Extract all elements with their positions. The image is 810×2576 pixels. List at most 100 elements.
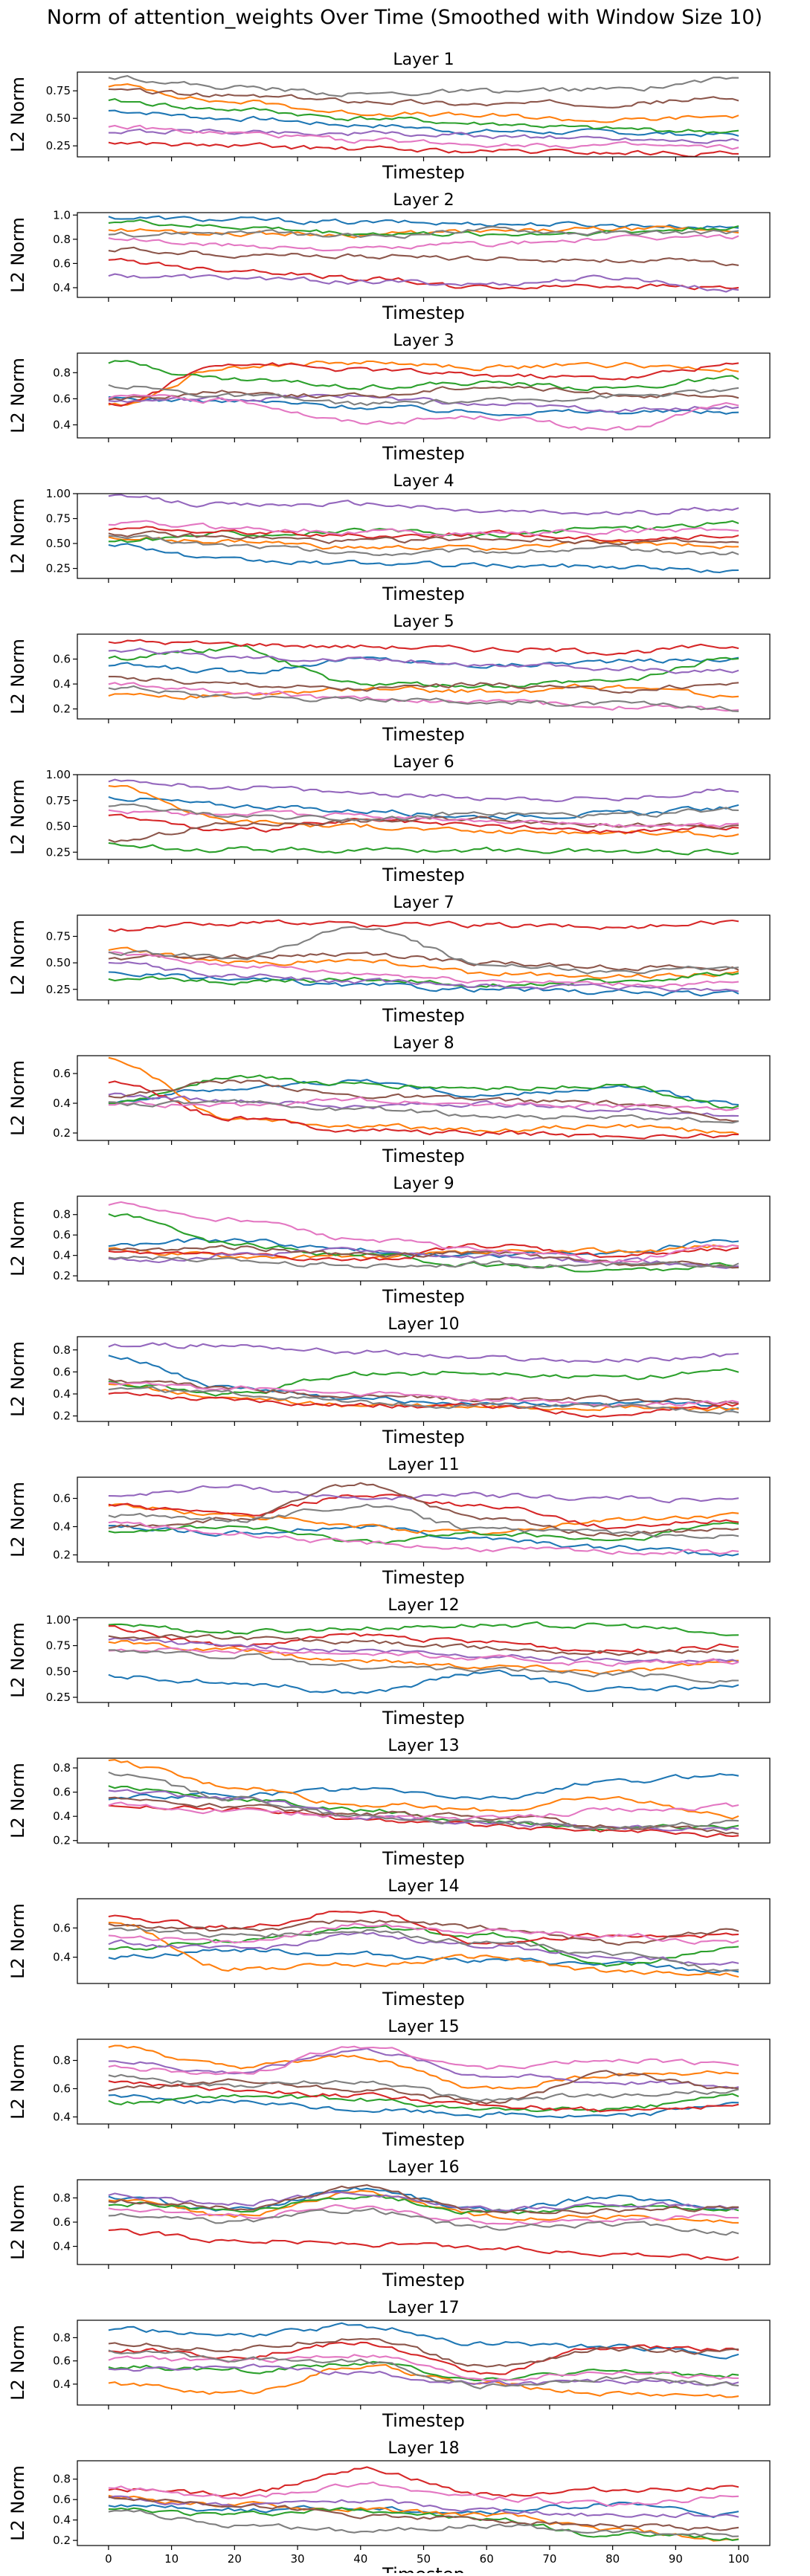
- y-tick-label: 0.4: [53, 1387, 71, 1401]
- series-line-5: [108, 273, 739, 293]
- y-axis-label: L2 Norm: [7, 358, 28, 433]
- x-axis-label: Timestep: [382, 724, 465, 745]
- y-tick-label: 0.6: [53, 2493, 71, 2506]
- y-tick-label: 0.8: [53, 233, 71, 246]
- series-line-4: [108, 2228, 739, 2261]
- subplot-layer-2: Layer 2 0.4 0.6 0.8 1.0 Timestep L2 Norm: [7, 191, 771, 323]
- series-line-1: [108, 1669, 739, 1695]
- series-line-8: [108, 225, 739, 239]
- x-tick-label: 0: [105, 2552, 112, 2566]
- subplot-layer-5: Layer 5 0.2 0.4 0.6 Timestep L2 Norm: [7, 613, 771, 745]
- series-line-4: [108, 919, 739, 932]
- series-line-5: [108, 1342, 739, 1363]
- x-axis-label: Timestep: [382, 1989, 465, 2010]
- series-line-5: [108, 1247, 739, 1269]
- subplot-title: Layer 9: [393, 1175, 454, 1193]
- series-line-7: [108, 1201, 739, 1264]
- subplot-layer-18: Layer 18 0.2 0.4 0.6 0.8 0 10 20 30 40 50 60 70 80 90 1…: [7, 2439, 771, 2576]
- series-line-7: [108, 234, 739, 252]
- series-line-6: [108, 676, 739, 694]
- x-tick-label: 10: [164, 2552, 179, 2566]
- series-line-6: [108, 1920, 739, 1946]
- series-line-7: [108, 951, 739, 988]
- subplot-title: Layer 7: [393, 894, 454, 912]
- series-line-4: [108, 2080, 739, 2113]
- subplot-title: Layer 2: [393, 191, 454, 210]
- subplot-layer-15: Layer 15 0.4 0.6 0.8 Timestep L2 Norm: [7, 2018, 771, 2150]
- series-line-4: [108, 257, 739, 291]
- x-axis-label: Timestep: [382, 1708, 465, 1728]
- series-line-6: [108, 88, 739, 109]
- series-line-7: [108, 682, 739, 712]
- series-line-8: [108, 1503, 739, 1540]
- y-tick-label: 0.50: [46, 112, 71, 125]
- y-tick-label: 0.6: [53, 1228, 71, 1242]
- series-line-8: [108, 1771, 739, 1831]
- x-tick-label: 30: [291, 2552, 305, 2566]
- y-axis-label: L2 Norm: [7, 779, 28, 855]
- x-axis-label: Timestep: [382, 2270, 465, 2291]
- series-line-5: [108, 2495, 739, 2519]
- series-line-1: [108, 396, 739, 416]
- series-line-3: [108, 842, 739, 856]
- y-tick-label: 0.4: [53, 2514, 71, 2527]
- y-axis-label: L2 Norm: [7, 1060, 28, 1136]
- plot-frame: [77, 1336, 771, 1422]
- y-tick-label: 0.6: [53, 1786, 71, 1799]
- x-axis-label: Timestep: [382, 1848, 465, 1869]
- y-tick-label: 0.25: [46, 845, 71, 859]
- series-line-4: [108, 2341, 739, 2375]
- x-axis-label: Timestep: [382, 1005, 465, 1026]
- series-line-6: [108, 246, 739, 267]
- series-line-1: [108, 215, 739, 230]
- y-axis-label: L2 Norm: [7, 2325, 28, 2401]
- x-tick-label: 20: [228, 2552, 242, 2566]
- series-line-8: [108, 1927, 739, 1972]
- y-axis-label: L2 Norm: [7, 2044, 28, 2120]
- y-tick-label: 1.00: [46, 487, 71, 500]
- subplot-title: Layer 12: [388, 1596, 459, 1615]
- x-axis-label: Timestep: [382, 1567, 465, 1588]
- y-tick-label: 0.2: [53, 1126, 71, 1140]
- series-line-1: [108, 795, 739, 820]
- series-line-3: [108, 645, 739, 689]
- y-tick-label: 0.4: [53, 677, 71, 691]
- series-line-8: [108, 685, 739, 712]
- x-tick-label: 60: [480, 2552, 494, 2566]
- series-line-6: [108, 1245, 739, 1269]
- y-tick-label: 0.25: [46, 1691, 71, 1704]
- series-line-3: [108, 1368, 739, 1397]
- plot-frame: [77, 1476, 771, 1563]
- x-axis-label: Timestep: [382, 2410, 465, 2431]
- series-line-3: [108, 1522, 739, 1545]
- series-line-7: [108, 1381, 739, 1408]
- series-line-8: [108, 75, 739, 97]
- subplot-layer-11: Layer 11 0.2 0.4 0.6 Timestep L2 Norm: [7, 1456, 771, 1588]
- series-line-1: [108, 2322, 739, 2360]
- subplot-title: Layer 4: [393, 472, 454, 491]
- y-tick-label: 1.00: [46, 1613, 71, 1627]
- y-tick-label: 0.8: [53, 1343, 71, 1357]
- figure-title: Norm of attention_weights Over Time (Smo…: [47, 6, 762, 29]
- x-axis-label: Timestep: [382, 1427, 465, 1447]
- series-line-7: [108, 520, 739, 537]
- y-tick-label: 0.2: [53, 1549, 71, 1562]
- series-line-8: [108, 384, 739, 407]
- series-line-1: [108, 1948, 739, 1974]
- series-line-1: [108, 656, 739, 674]
- y-tick-label: 0.6: [53, 653, 71, 666]
- y-tick-label: 0.6: [53, 2354, 71, 2368]
- series-line-1: [108, 1524, 739, 1557]
- series-line-6: [108, 2070, 739, 2105]
- subplot-layer-13: Layer 13 0.2 0.4 0.6 0.8 Timestep L2 Norm: [7, 1737, 771, 1869]
- series-line-8: [108, 803, 739, 821]
- series-line-1: [108, 2094, 739, 2119]
- series-line-5: [108, 778, 739, 803]
- series-line-6: [108, 2337, 739, 2368]
- y-tick-label: 0.75: [46, 930, 71, 943]
- series-line-1: [108, 543, 739, 574]
- series-line-7: [108, 1801, 739, 1821]
- subplot-layer-6: Layer 6 0.25 0.50 0.75 1.00 Timestep L2 Norm: [7, 753, 771, 885]
